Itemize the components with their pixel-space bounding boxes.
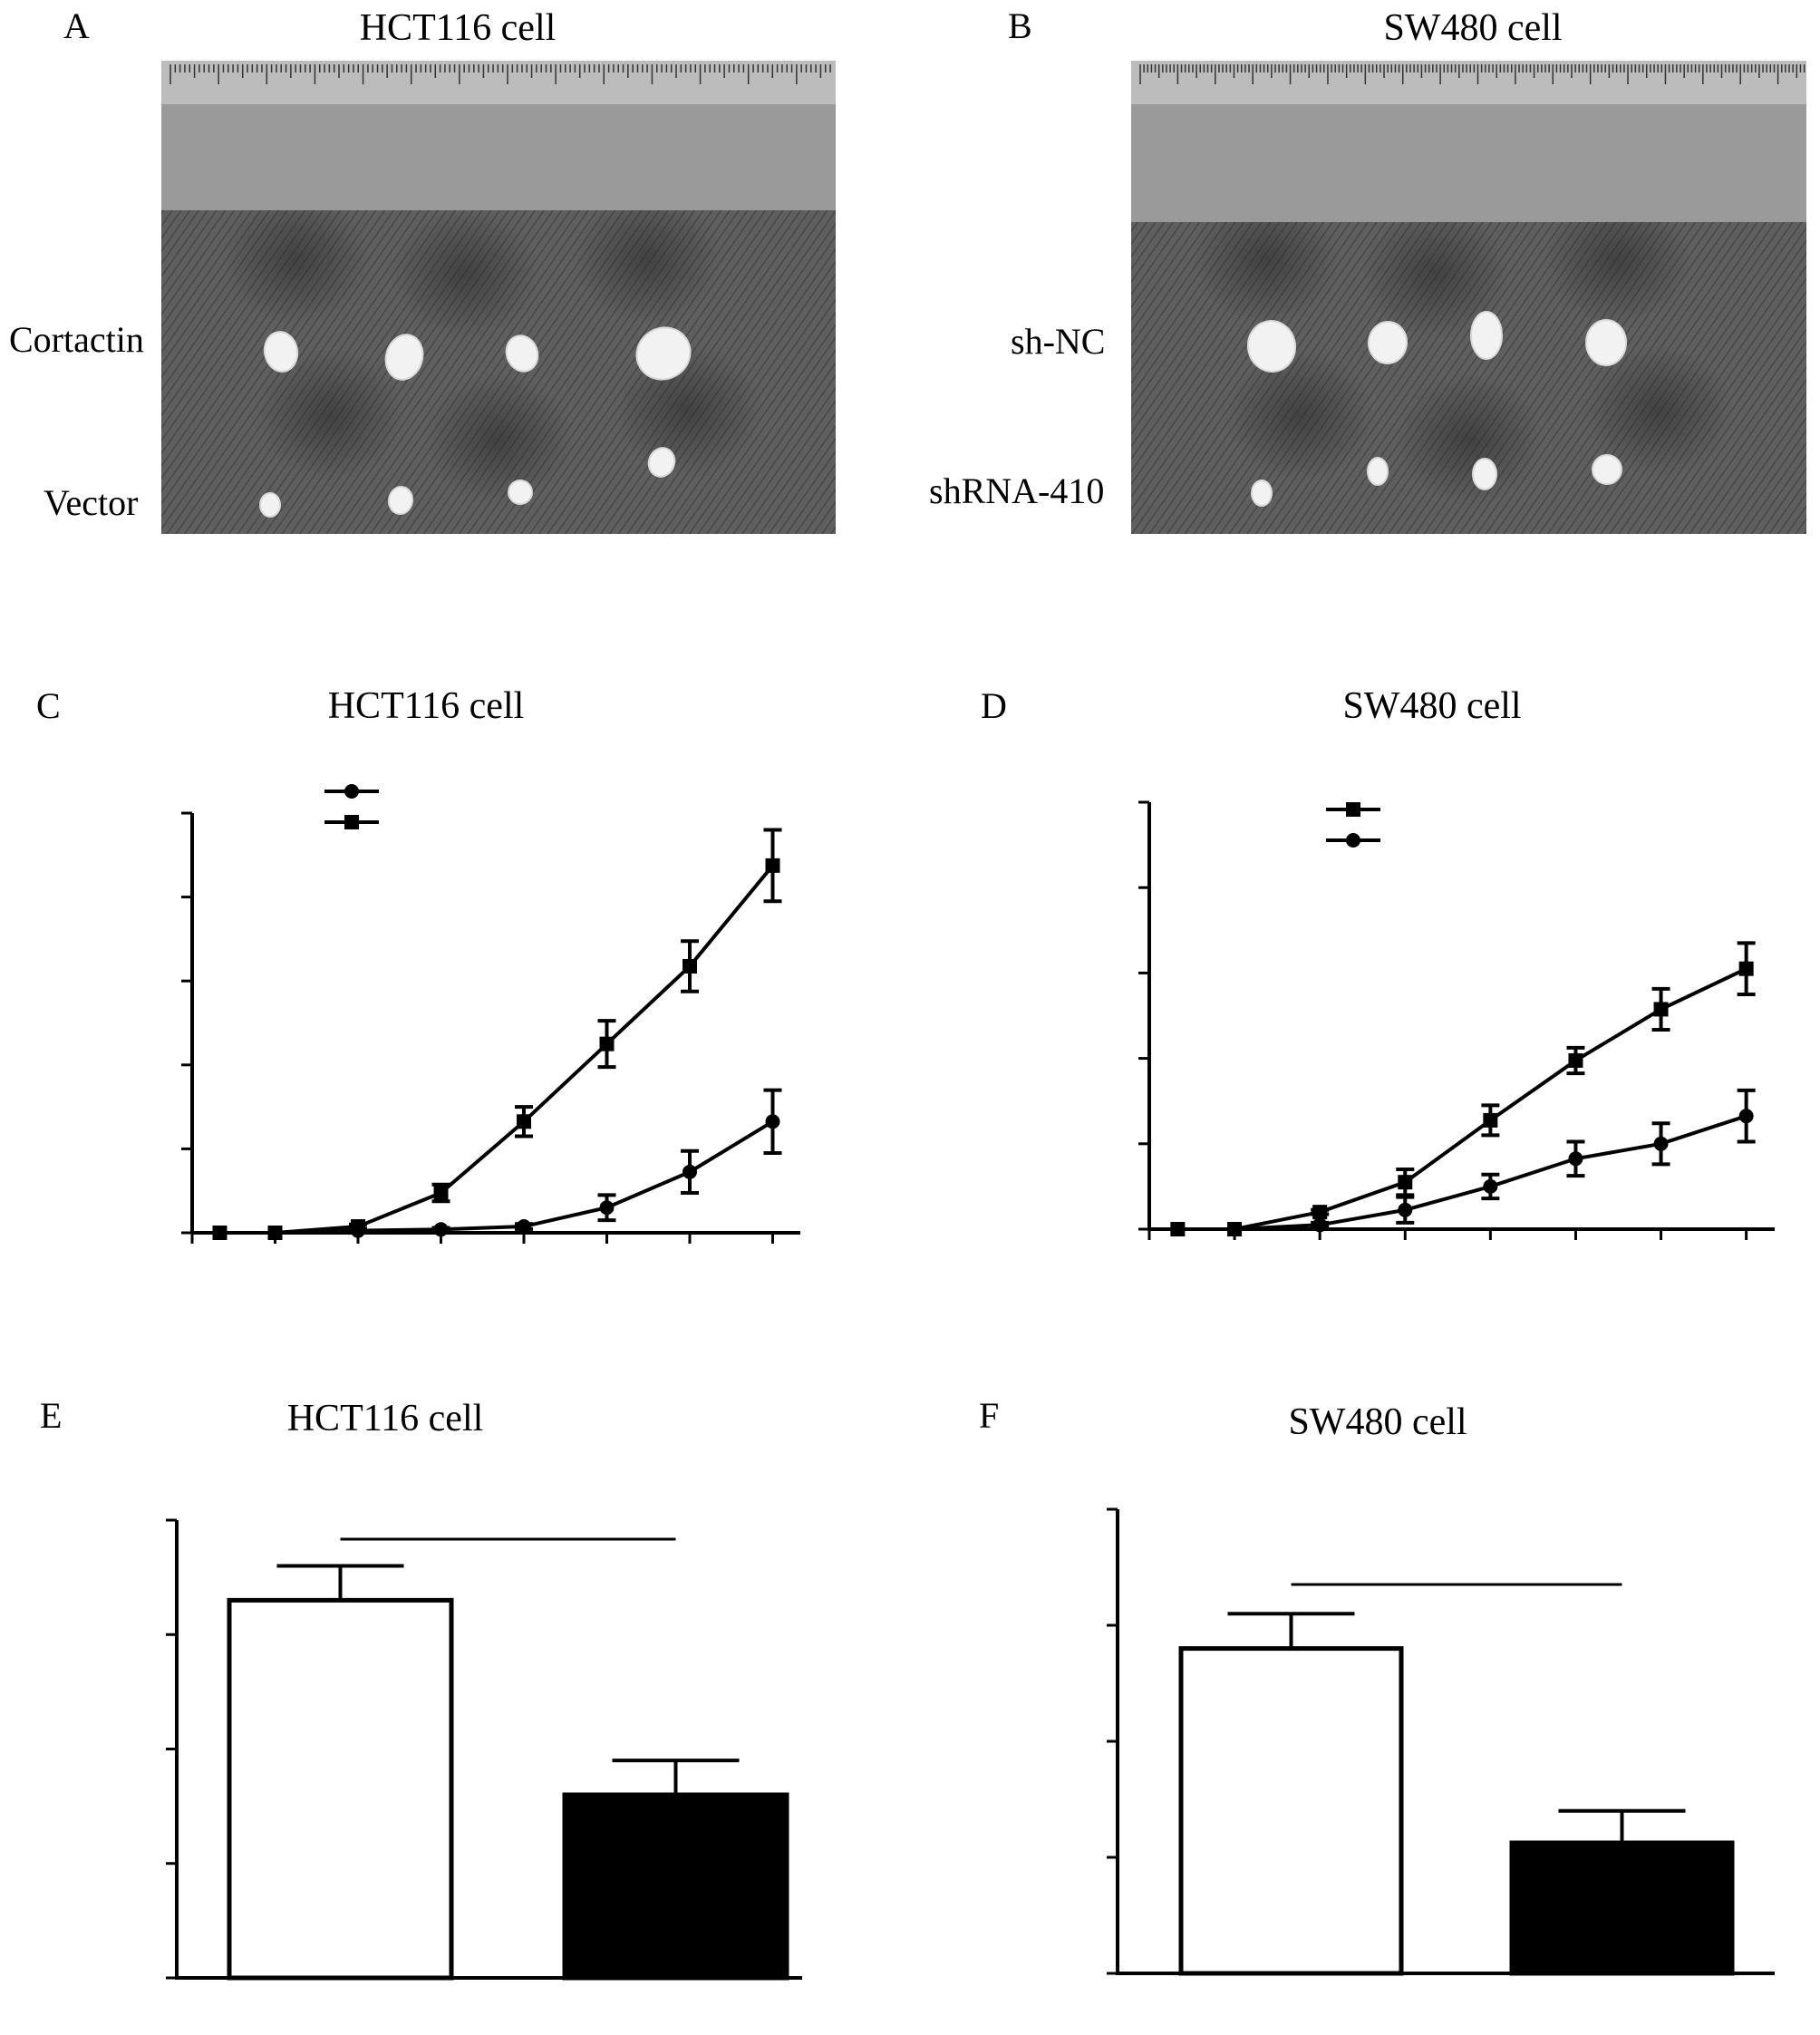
data-point [1398, 1175, 1413, 1190]
data-point [1312, 1217, 1328, 1233]
tumor [505, 334, 539, 373]
tumor [1470, 311, 1503, 360]
data-point [1568, 1052, 1583, 1068]
data-point [1312, 1205, 1328, 1220]
panel-b-row-label-sh-nc: sh-NC [1011, 321, 1105, 362]
bar-vector [562, 1792, 789, 1981]
cloth-shadow [1543, 193, 1692, 326]
tumor [1246, 320, 1297, 373]
panel-d-label: D [981, 685, 1007, 726]
data-point [765, 1114, 780, 1129]
legend-marker [344, 784, 359, 799]
panel-b-title: SW480 cell [1383, 7, 1562, 49]
cloth-shadow [1225, 349, 1375, 482]
data-point [1568, 1151, 1583, 1167]
panel-f-title: SW480 cell [1288, 1401, 1467, 1443]
tumor [635, 326, 692, 381]
bar-chart-sw480 [1107, 1507, 1775, 1976]
data-point [682, 958, 697, 974]
legend-marker [1346, 833, 1360, 848]
legend-marker [344, 815, 359, 829]
cloth-shadow [390, 207, 539, 340]
bar-chart-hct116 [166, 1518, 802, 1981]
data-point [1738, 961, 1754, 976]
tumor [1472, 458, 1497, 490]
tumor [1585, 319, 1627, 366]
data-point [1653, 1136, 1669, 1151]
legend-marker [1346, 802, 1360, 817]
cloth-shadow [572, 193, 721, 326]
cloth-shadow [424, 373, 573, 506]
tumor [387, 486, 414, 515]
tumor [647, 447, 676, 478]
data-point [599, 1036, 615, 1051]
panel-a-row-label-vector: Vector [44, 482, 138, 523]
panel-c-title: HCT116 cell [328, 685, 525, 727]
panel-a-title: HCT116 cell [360, 7, 557, 49]
bar-shrna-410 [1509, 1840, 1735, 1976]
data-point [1170, 1222, 1186, 1236]
data-point [599, 1200, 615, 1216]
bar-sh-nc [1178, 1646, 1404, 1976]
panel-b-row-label-shrna-410: shRNA-410 [929, 470, 1104, 511]
panel-e-label: E [40, 1395, 62, 1436]
data-point [433, 1222, 449, 1237]
panel-c-label: C [36, 685, 61, 726]
bar-cortactin [227, 1597, 454, 1981]
data-point [517, 1219, 531, 1235]
series-line-cortactin [219, 864, 775, 1235]
panel-f-label: F [979, 1395, 999, 1436]
panel-e-title: HCT116 cell [287, 1398, 484, 1439]
data-point [517, 1114, 531, 1129]
data-point [1227, 1222, 1243, 1236]
panel-a-label: A [63, 5, 90, 46]
tumor [263, 331, 299, 373]
data-point [1653, 1002, 1669, 1017]
panel-a-row-label-cortactin: Cortactin [9, 319, 144, 360]
tumor-photo-hct116 [161, 61, 836, 534]
data-point [267, 1226, 283, 1240]
cloth-shadow [1360, 207, 1510, 340]
data-point [433, 1186, 449, 1201]
cloth-shadow [1192, 193, 1341, 326]
tumor [1367, 321, 1409, 364]
data-point [1483, 1112, 1498, 1128]
series-line-sh-NC [1177, 966, 1747, 1231]
data-point [765, 858, 780, 873]
tumor [1367, 457, 1389, 486]
data-point [1483, 1178, 1498, 1194]
series-line-shRNA-410 [1177, 1114, 1747, 1231]
tumor [1592, 454, 1622, 485]
tumor [508, 480, 533, 505]
tumor [259, 492, 281, 518]
data-point [682, 1164, 697, 1179]
tumor [384, 334, 424, 381]
cloth-shadow [256, 349, 404, 482]
cloth-shadow [1583, 344, 1733, 478]
data-point [1398, 1202, 1413, 1217]
tumor-photo-sw480 [1131, 61, 1806, 534]
data-point [1738, 1109, 1754, 1124]
line-chart-hct116 [181, 784, 800, 1244]
cloth-shadow [1394, 373, 1544, 506]
tumor [1251, 480, 1273, 507]
cloth-shadow [221, 193, 371, 326]
panel-b-label: B [1008, 5, 1032, 46]
line-chart-sw480 [1138, 800, 1775, 1240]
ruler-scale-strip [1131, 61, 1806, 104]
panel-d-title: SW480 cell [1342, 685, 1521, 727]
data-point [351, 1219, 365, 1235]
data-point [212, 1226, 228, 1240]
